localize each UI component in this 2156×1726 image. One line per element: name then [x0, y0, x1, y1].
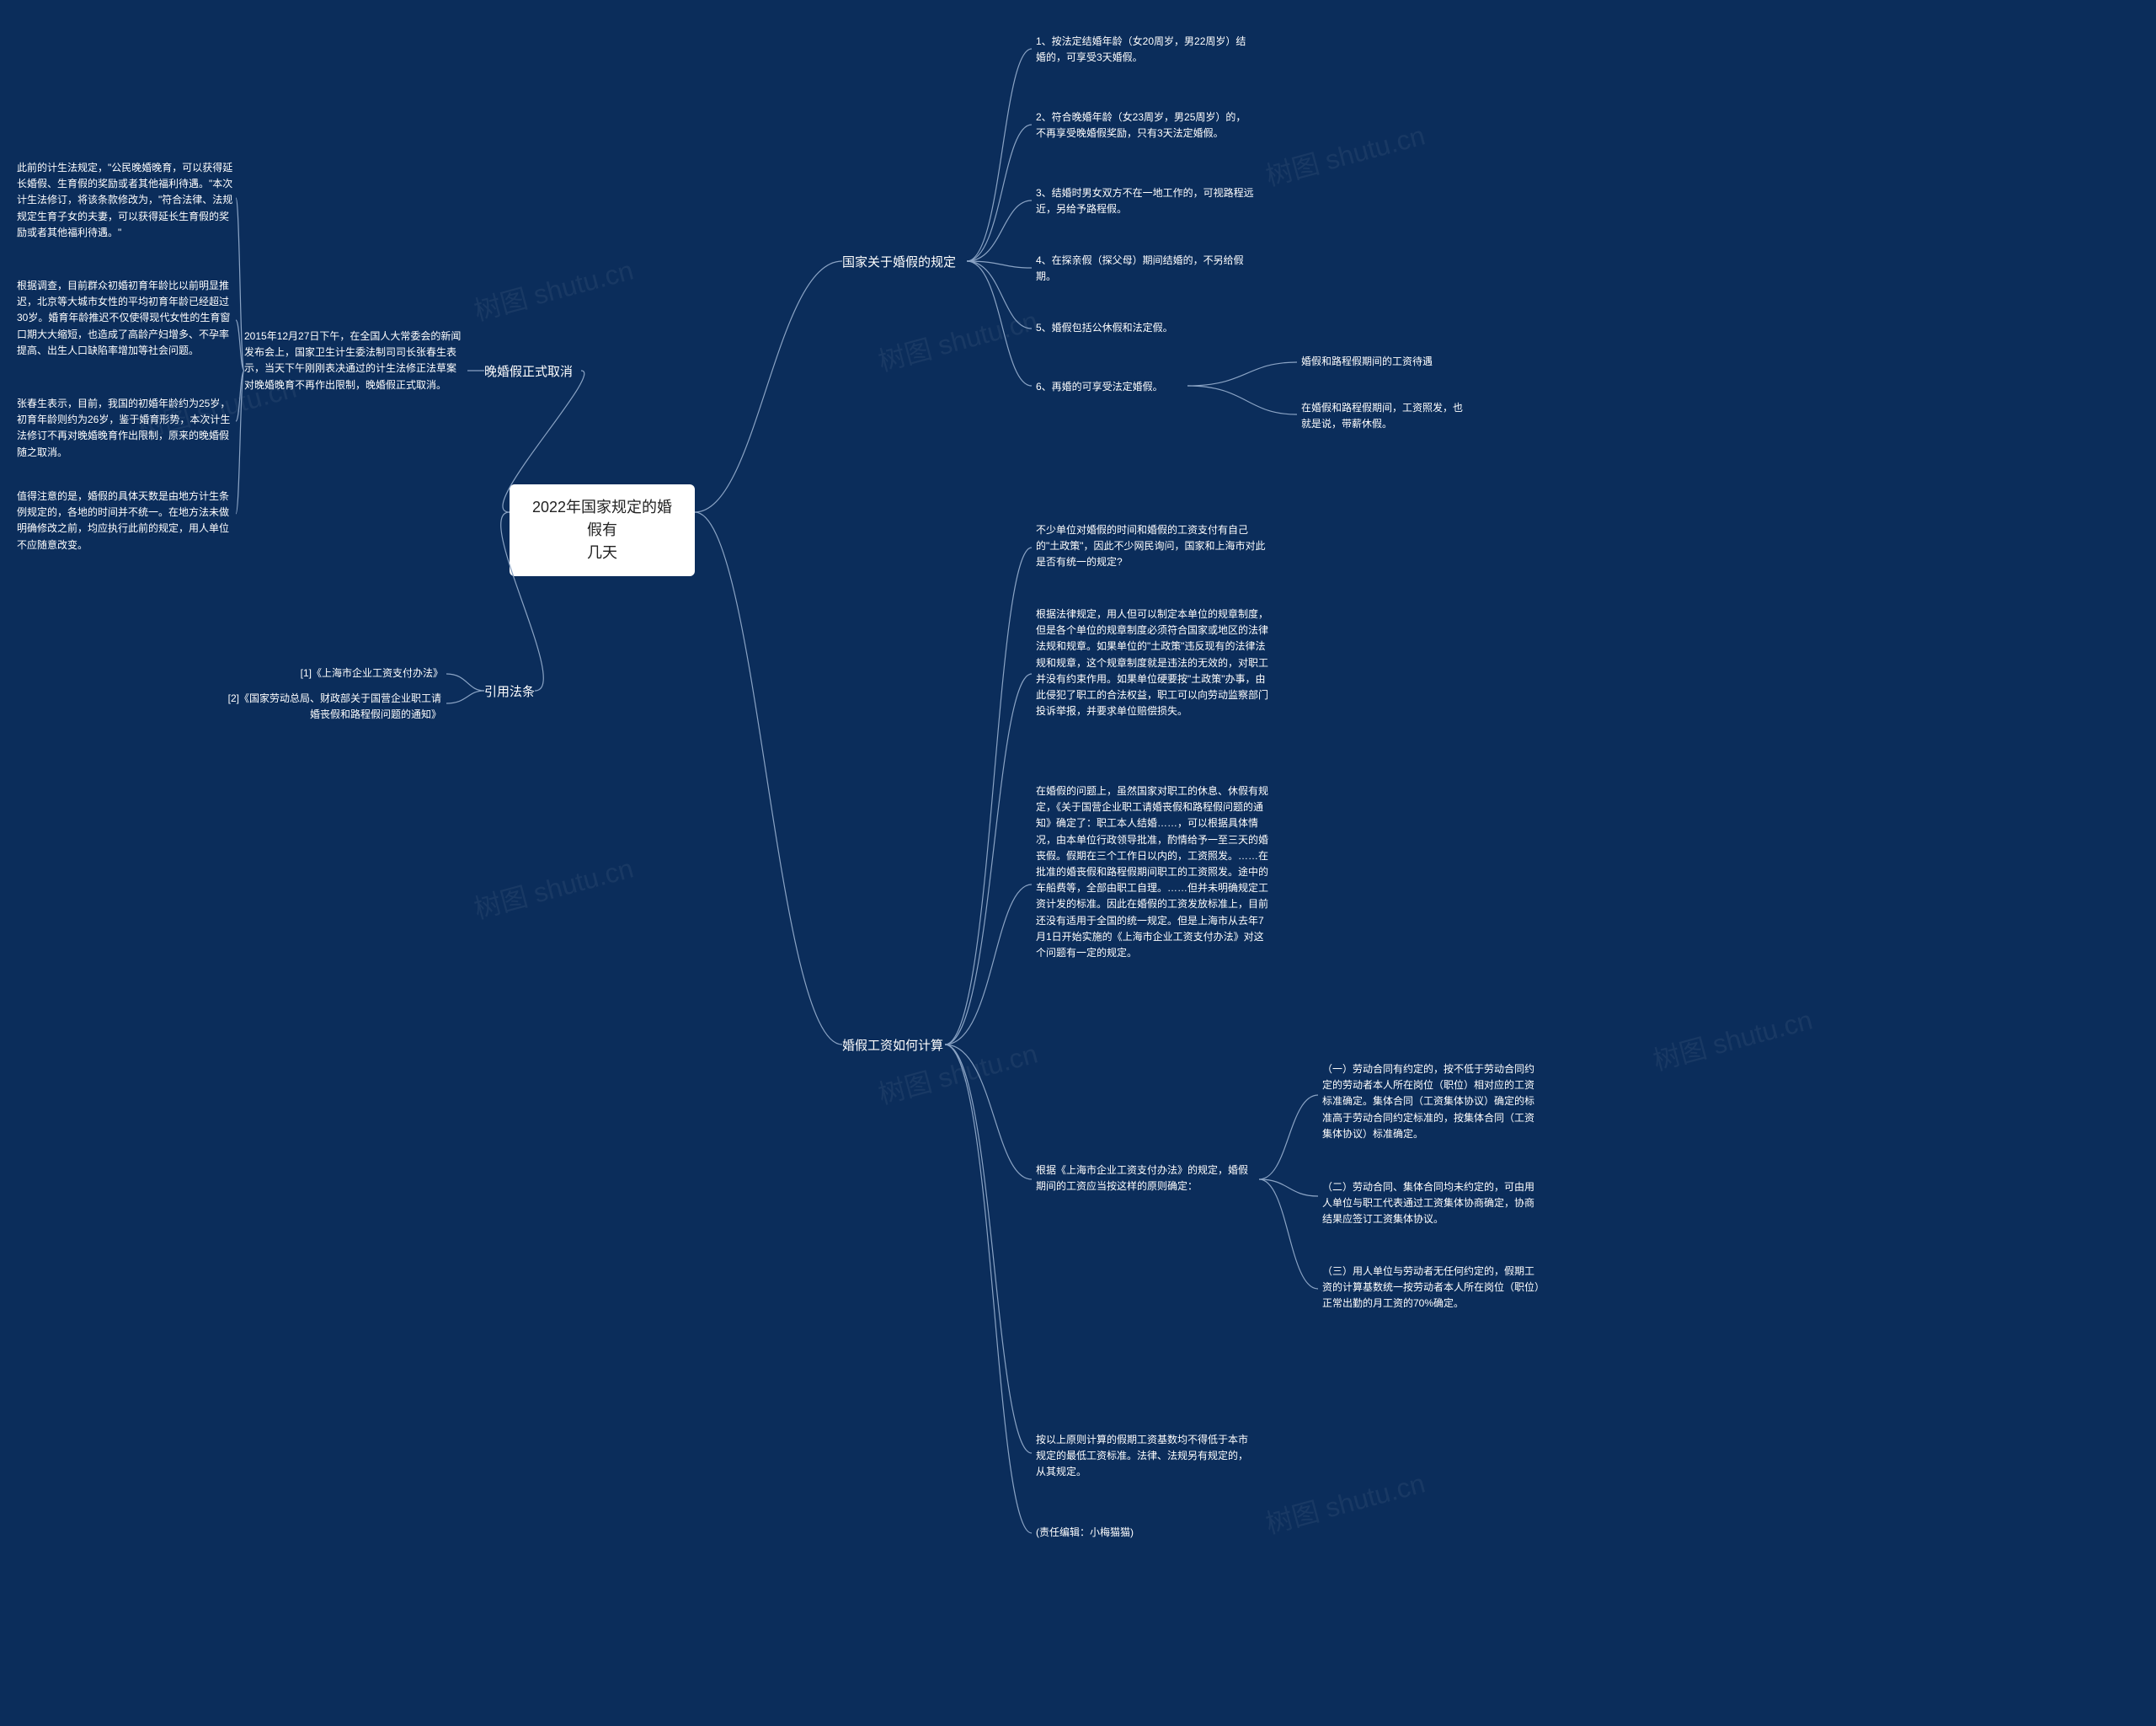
watermark: 树图 shutu.cn	[1648, 999, 1816, 1079]
branch-late-cancel: 晚婚假正式取消	[484, 362, 573, 380]
wage-rule-intro: 根据《上海市企业工资支付办法》的规定，婚假期间的工资应当按这样的原则确定：	[1036, 1162, 1255, 1194]
wage-rule-3: （三）用人单位与劳动者无任何约定的，假期工资的计算基数统一按劳动者本人所在岗位（…	[1322, 1264, 1541, 1312]
late-sub-2: 根据调查，目前群众初婚初育年龄比以前明显推迟，北京等大城市女性的平均初育年龄已经…	[17, 278, 236, 359]
wage-para-2: 根据法律规定，用人但可以制定本单位的规章制度，但是各个单位的规章制度必须符合国家…	[1036, 607, 1272, 719]
wage-para-1: 不少单位对婚假的时间和婚假的工资支付有自己的"土政策"，因此不少网民询问，国家和…	[1036, 522, 1272, 571]
center-title-line1: 2022年国家规定的婚假有	[532, 499, 672, 538]
center-title-line2: 几天	[587, 544, 617, 561]
watermark: 树图 shutu.cn	[1261, 1462, 1428, 1542]
late-sub-4: 值得注意的是，婚假的具体天数是由地方计生条例规定的，各地的时间并不统一。在地方法…	[17, 489, 236, 553]
wage-para-3: 在婚假的问题上，虽然国家对职工的休息、休假有规定，《关于国营企业职工请婚丧假和路…	[1036, 783, 1272, 961]
late-sub-3: 张春生表示，目前，我国的初婚年龄约为25岁，初育年龄则约为26岁，鉴于婚育形势，…	[17, 396, 236, 461]
watermark: 树图 shutu.cn	[873, 300, 1041, 380]
wage-rule-2: （二）劳动合同、集体合同均未约定的，可由用人单位与职工代表通过工资集体协商确定，…	[1322, 1179, 1541, 1228]
rule-6-sub2: 在婚假和路程假期间，工资照发，也就是说，带薪休假。	[1301, 400, 1470, 432]
wage-editor: (责任编辑：小梅猫猫)	[1036, 1525, 1255, 1541]
ref-2: [2]《国家劳动总局、财政部关于国营企业职工请婚丧假和路程假问题的通知》	[222, 691, 441, 723]
rule-3: 3、结婚时男女双方不在一地工作的，可视路程远近，另给予路程假。	[1036, 185, 1255, 217]
rule-2: 2、符合晚婚年龄（女23周岁，男25周岁）的，不再享受晚婚假奖励，只有3天法定婚…	[1036, 110, 1255, 142]
watermark: 树图 shutu.cn	[469, 249, 637, 329]
rule-5: 5、婚假包括公休假和法定假。	[1036, 320, 1255, 336]
ref-1: [1]《上海市企业工资支付办法》	[275, 665, 443, 681]
wage-tail: 按以上原则计算的假期工资基数均不得低于本市规定的最低工资标准。法律、法规另有规定…	[1036, 1432, 1255, 1481]
watermark: 树图 shutu.cn	[1261, 115, 1428, 195]
branch-wage-calc: 婚假工资如何计算	[842, 1036, 943, 1054]
branch-references: 引用法条	[484, 682, 535, 700]
late-sub-1: 此前的计生法规定，"公民晚婚晚育，可以获得延长婚假、生育假的奖励或者其他福利待遇…	[17, 160, 236, 241]
branch-national-rules: 国家关于婚假的规定	[842, 253, 956, 270]
rule-4: 4、在探亲假（探父母）期间结婚的，不另给假期。	[1036, 253, 1255, 285]
rule-1: 1、按法定结婚年龄（女20周岁，男22周岁）结婚的，可享受3天婚假。	[1036, 34, 1255, 66]
late-main: 2015年12月27日下午，在全国人大常委会的新闻发布会上，国家卫生计生委法制司…	[244, 329, 463, 393]
center-node: 2022年国家规定的婚假有 几天	[510, 484, 695, 576]
rule-6-sub1: 婚假和路程假期间的工资待遇	[1301, 354, 1470, 370]
wage-rule-1: （一）劳动合同有约定的，按不低于劳动合同约定的劳动者本人所在岗位（职位）相对应的…	[1322, 1061, 1541, 1142]
watermark: 树图 shutu.cn	[469, 847, 637, 927]
rule-6: 6、再婚的可享受法定婚假。	[1036, 379, 1255, 395]
